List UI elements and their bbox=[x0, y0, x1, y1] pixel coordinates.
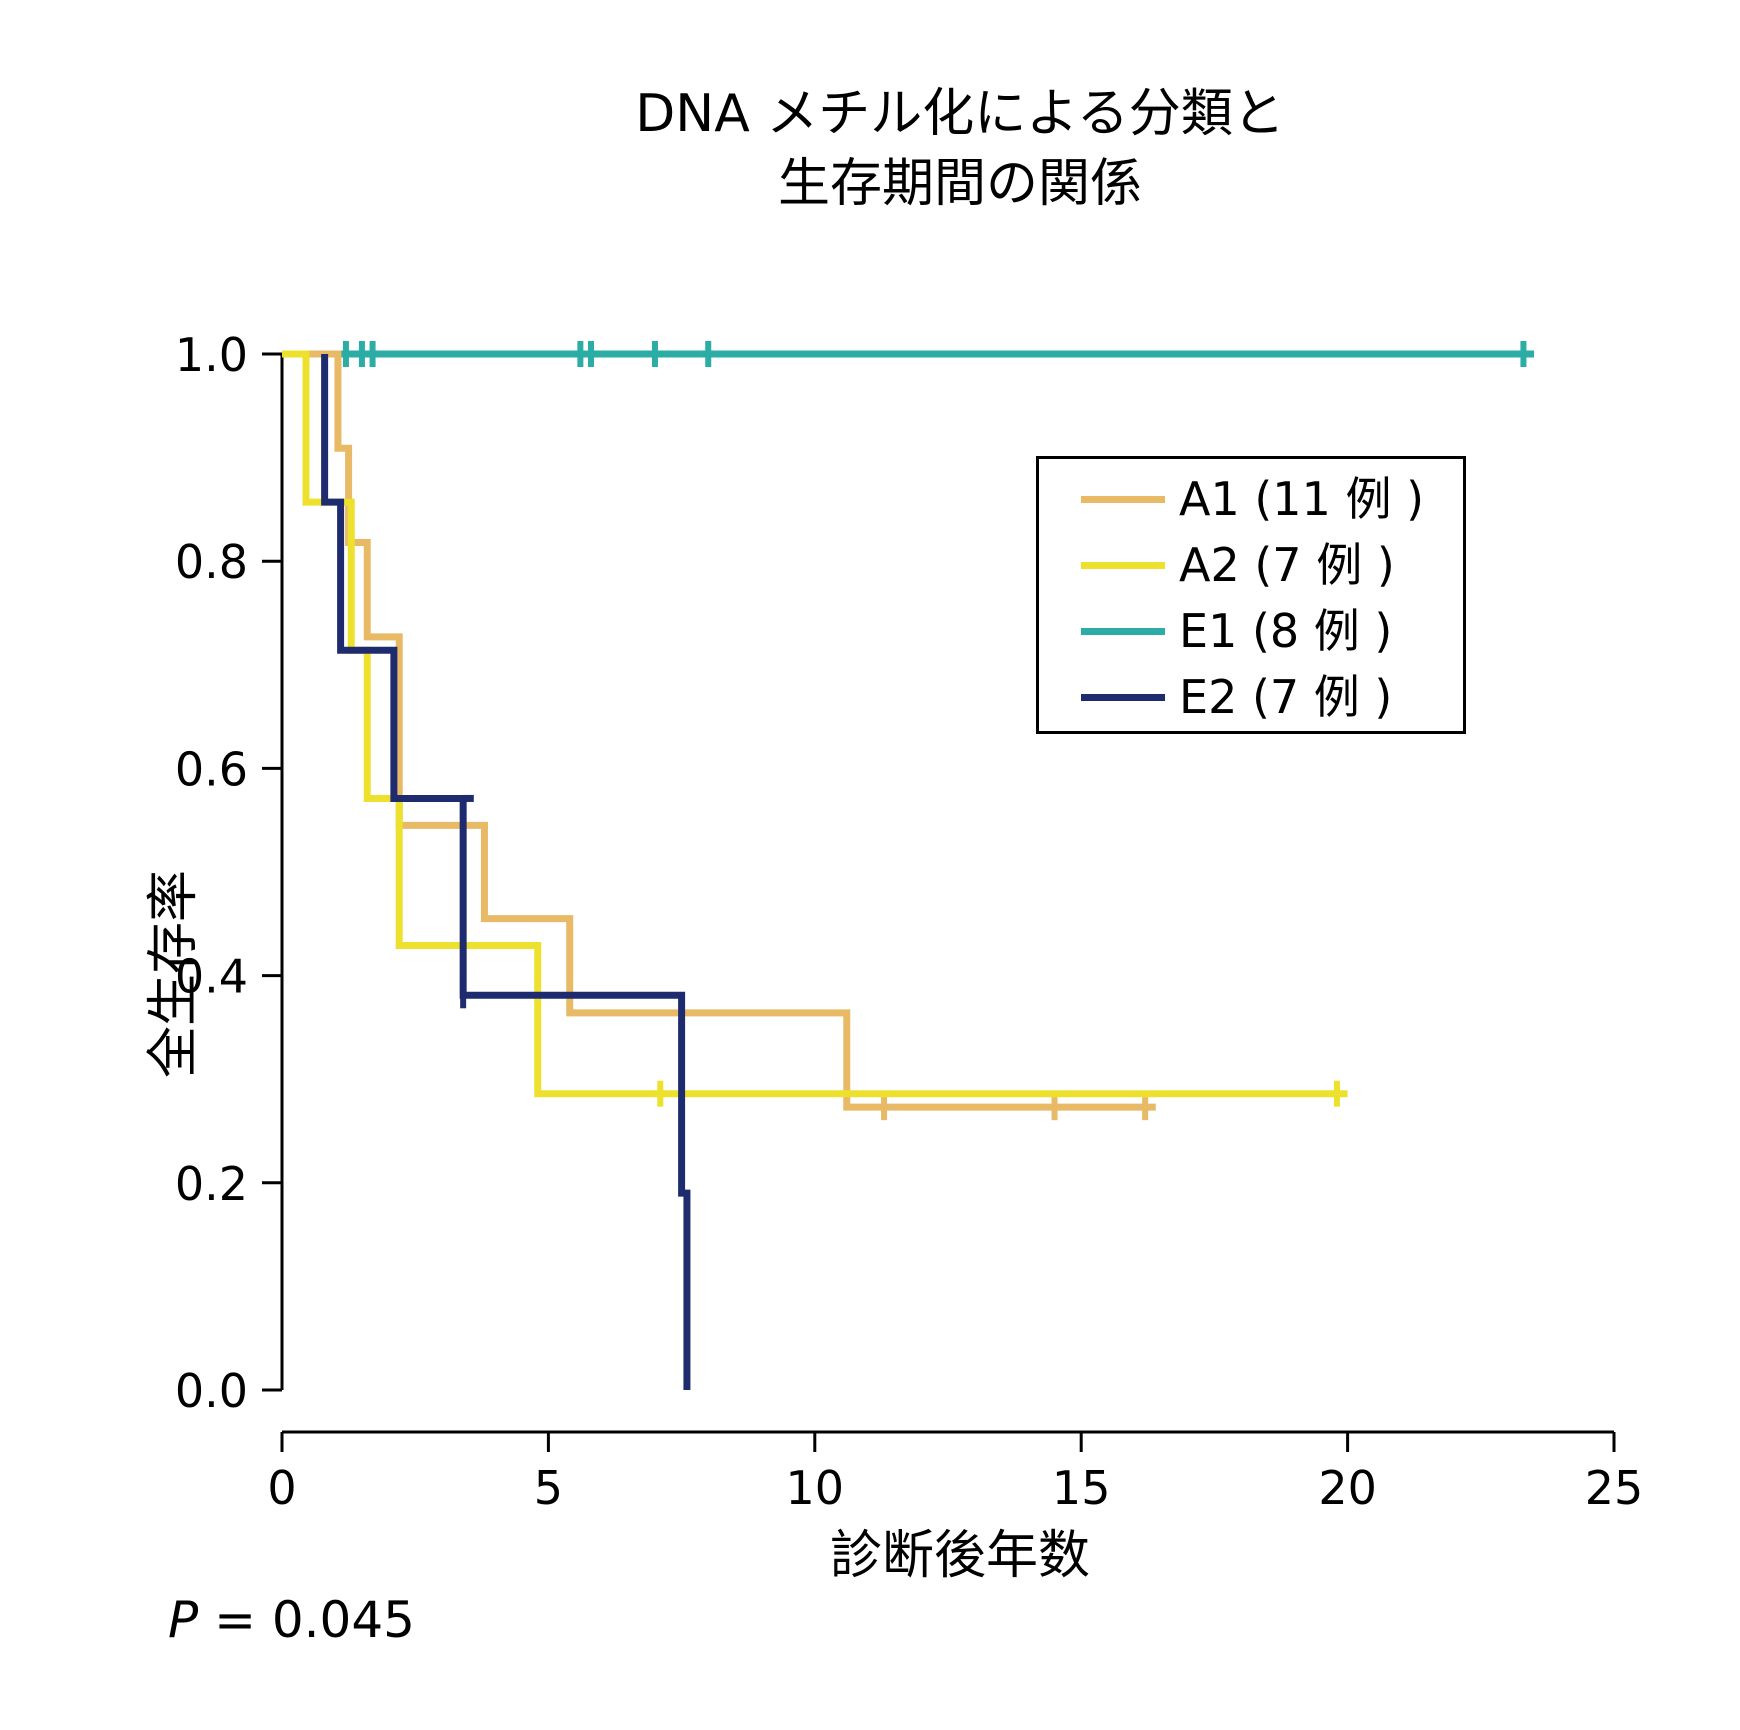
legend-swatch-e2 bbox=[1081, 693, 1165, 701]
p-value-text: = 0.045 bbox=[214, 1591, 415, 1649]
survival-curve bbox=[282, 350, 1348, 1098]
x-tick-label: 10 bbox=[786, 1461, 845, 1515]
survival-curves bbox=[282, 341, 1535, 1390]
y-tick-label: 0.4 bbox=[175, 950, 248, 1004]
survival-curve bbox=[321, 354, 691, 1390]
p-value-annotation: P = 0.045 bbox=[168, 1590, 415, 1650]
legend-label-e1: E1 (8 例 ) bbox=[1179, 604, 1393, 658]
legend-swatch-a1 bbox=[1081, 495, 1165, 503]
y-tick-label: 1.0 bbox=[175, 328, 248, 382]
y-tick-label: 0.6 bbox=[175, 742, 248, 796]
legend-label-e2: E2 (7 例 ) bbox=[1179, 670, 1393, 724]
chart-title-line-1: DNA メチル化による分類と bbox=[635, 84, 1285, 144]
x-tick-label: 15 bbox=[1052, 1461, 1111, 1515]
chart-title-line-2: 生存期間の関係 bbox=[777, 154, 1142, 214]
legend-item-e1: E1 (8 例 ) bbox=[1081, 599, 1392, 663]
y-axis-label: 全生存率 bbox=[144, 870, 204, 1079]
legend-swatch-a2 bbox=[1081, 561, 1165, 569]
legend-item-a2: A2 (7 例 ) bbox=[1081, 533, 1395, 597]
legend-label-a1: A1 (11 例 ) bbox=[1179, 472, 1425, 526]
x-tick-label: 20 bbox=[1318, 1461, 1377, 1515]
y-tick-label: 0.0 bbox=[175, 1364, 248, 1418]
legend: A1 (11 例 ) A2 (7 例 ) E1 (8 例 ) E2 (7 例 ) bbox=[1036, 456, 1466, 734]
legend-label-a2: A2 (7 例 ) bbox=[1179, 538, 1395, 592]
legend-item-e2: E2 (7 例 ) bbox=[1081, 665, 1392, 729]
axes: 0.0 0.2 0.4 0.6 0.8 1.0 0 5 10 15 20 25 bbox=[175, 328, 1643, 1515]
x-tick-label: 5 bbox=[534, 1461, 563, 1515]
legend-item-a1: A1 (11 例 ) bbox=[1081, 467, 1424, 531]
survival-curve bbox=[282, 350, 1156, 1111]
p-symbol: P bbox=[168, 1591, 199, 1649]
y-tick-label: 0.2 bbox=[175, 1157, 248, 1211]
y-tick-label: 0.8 bbox=[175, 535, 248, 589]
legend-swatch-e1 bbox=[1081, 627, 1165, 635]
x-tick-label: 25 bbox=[1585, 1461, 1644, 1515]
x-axis-label: 診断後年数 bbox=[829, 1526, 1090, 1586]
x-tick-label: 0 bbox=[267, 1461, 296, 1515]
